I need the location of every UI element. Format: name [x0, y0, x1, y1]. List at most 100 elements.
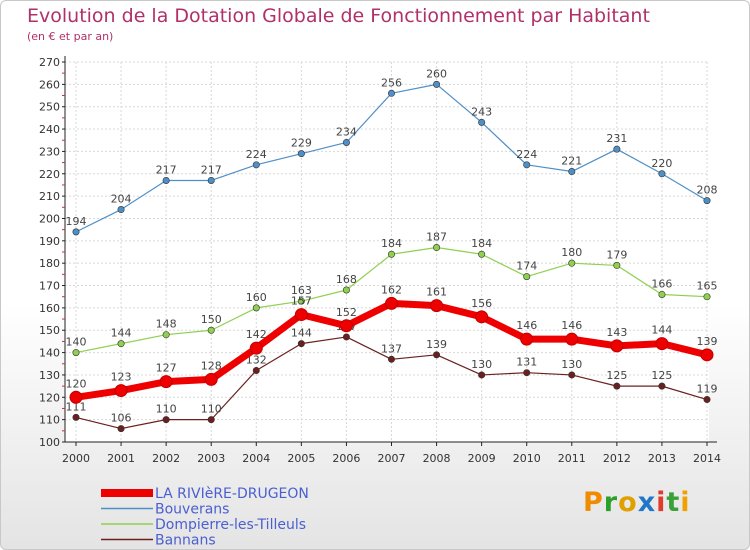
data-point	[72, 349, 80, 357]
data-label: 231	[606, 132, 627, 145]
data-label: 224	[516, 148, 537, 161]
data-point	[613, 145, 621, 153]
y-tick-label: 190	[39, 235, 60, 248]
series-bannans: 1111061101101321441471371391301311301251…	[66, 320, 718, 433]
x-tick-label: 2005	[287, 452, 315, 465]
x-tick-label: 2010	[513, 452, 541, 465]
data-point	[342, 333, 350, 341]
data-point	[700, 348, 714, 362]
data-point	[249, 341, 263, 355]
data-point	[297, 150, 305, 158]
data-label: 128	[201, 359, 222, 372]
x-tick-label: 2008	[423, 452, 451, 465]
data-label: 157	[291, 295, 312, 308]
legend-label: LA RIVIèRE-DRUGEON	[155, 486, 309, 502]
y-tick-label: 150	[39, 324, 60, 337]
data-point	[207, 176, 215, 184]
data-point	[204, 372, 218, 386]
data-label: 111	[66, 400, 87, 413]
x-tick-label: 2014	[693, 452, 721, 465]
data-label: 184	[381, 237, 402, 250]
data-label: 256	[381, 76, 402, 89]
data-point	[610, 339, 624, 353]
data-label: 224	[246, 148, 267, 161]
data-point	[520, 332, 534, 346]
data-label: 140	[66, 336, 87, 349]
data-point	[655, 337, 669, 351]
y-tick-label: 130	[39, 369, 60, 382]
data-label: 119	[697, 383, 718, 396]
y-tick-label: 260	[39, 78, 60, 91]
data-point	[568, 168, 576, 176]
data-point	[114, 384, 128, 398]
data-label: 130	[471, 358, 492, 371]
y-tick-label: 230	[39, 145, 60, 158]
data-point	[72, 413, 80, 421]
data-point	[658, 382, 666, 390]
data-label: 110	[156, 403, 177, 416]
y-tick-label: 160	[39, 302, 60, 315]
data-point	[159, 375, 173, 389]
y-tick-label: 180	[39, 257, 60, 270]
x-tick-label: 2006	[332, 452, 360, 465]
proxiti-logo: Proxiti	[583, 487, 691, 518]
data-point	[117, 340, 125, 348]
data-point	[162, 416, 170, 424]
data-label: 130	[561, 358, 582, 371]
data-point	[117, 425, 125, 433]
series-la-rivi-re-drugeon: 120 123 127 128 142 157 152 162 161 156 146 146 143 1…	[66, 283, 718, 404]
data-point	[252, 304, 260, 312]
data-point	[613, 382, 621, 390]
y-tick-label: 220	[39, 168, 60, 181]
data-point	[703, 293, 711, 301]
data-point	[613, 261, 621, 269]
chart-subtitle: (en € et par an)	[27, 30, 114, 43]
data-point	[162, 331, 170, 339]
data-label: 161	[426, 286, 447, 299]
data-point	[297, 340, 305, 348]
y-tick-label: 110	[39, 414, 60, 427]
data-point	[69, 390, 83, 404]
data-label: 110	[201, 403, 222, 416]
data-label: 221	[561, 155, 582, 168]
data-label: 131	[516, 356, 537, 369]
data-point	[433, 244, 441, 252]
data-point	[475, 310, 489, 324]
data-point	[162, 176, 170, 184]
data-point	[207, 416, 215, 424]
data-point	[385, 296, 398, 310]
data-label: 125	[651, 369, 672, 382]
x-tick-label: 2013	[648, 452, 676, 465]
y-tick-label: 210	[39, 190, 60, 203]
data-label: 166	[651, 277, 672, 290]
data-label: 156	[471, 297, 492, 310]
data-label: 148	[156, 318, 177, 331]
y-tick-label: 140	[39, 347, 60, 360]
data-label: 204	[111, 193, 132, 206]
data-label: 142	[246, 328, 267, 341]
data-point	[252, 366, 260, 374]
data-label: 180	[561, 246, 582, 259]
x-tick-label: 2003	[197, 452, 225, 465]
data-point	[387, 89, 395, 97]
data-point	[703, 396, 711, 404]
y-tick-label: 250	[39, 101, 60, 114]
data-label: 179	[606, 248, 627, 261]
y-tick-label: 270	[39, 56, 60, 69]
data-point	[478, 250, 486, 258]
y-tick-label: 120	[39, 391, 60, 404]
data-label: 146	[516, 319, 537, 332]
y-tick-label: 200	[39, 212, 60, 225]
data-label: 260	[426, 67, 447, 80]
data-label: 144	[111, 327, 132, 340]
data-label: 146	[561, 319, 582, 332]
data-label: 162	[381, 283, 402, 296]
data-label: 143	[606, 326, 627, 339]
x-tick-label: 2012	[603, 452, 631, 465]
data-label: 208	[697, 184, 718, 197]
data-label: 152	[336, 306, 357, 319]
x-tick-label: 2002	[152, 452, 180, 465]
data-label: 243	[471, 105, 492, 118]
data-label: 174	[516, 260, 537, 273]
